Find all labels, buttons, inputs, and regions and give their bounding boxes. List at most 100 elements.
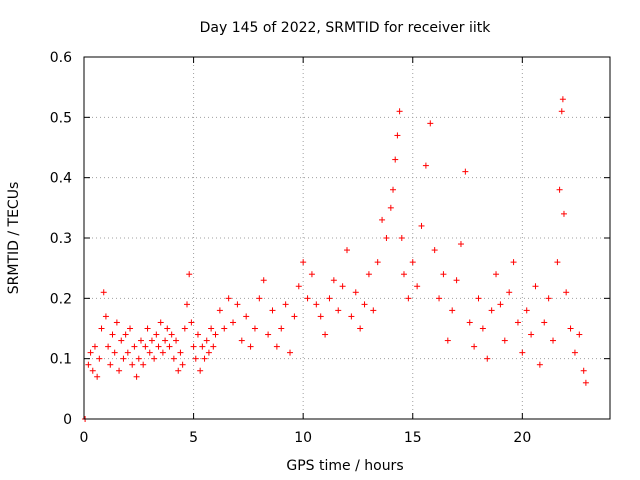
data-point-marker — [396, 108, 403, 115]
data-point-marker — [175, 367, 182, 374]
data-point-marker — [100, 289, 107, 296]
data-point-marker — [234, 301, 241, 308]
data-point-marker — [295, 283, 302, 290]
data-point-marker — [444, 337, 451, 344]
data-point-marker — [497, 301, 504, 308]
data-point-marker — [510, 259, 517, 266]
data-point-marker — [576, 331, 583, 338]
data-point-marker — [563, 289, 570, 296]
y-tick-label: 0.4 — [50, 171, 72, 187]
data-point-marker — [140, 361, 147, 368]
x-tick-label: 15 — [404, 430, 422, 446]
data-point-marker — [164, 325, 171, 332]
data-point-marker — [514, 319, 521, 326]
data-point-marker — [291, 313, 298, 320]
data-point-marker — [168, 331, 175, 338]
data-point-marker — [221, 325, 228, 332]
data-point-marker — [256, 295, 263, 302]
data-point-marker — [157, 319, 164, 326]
data-point-marker — [199, 343, 206, 350]
data-point-marker — [405, 295, 412, 302]
x-tick-label: 5 — [189, 430, 198, 446]
data-point-marker — [409, 259, 416, 266]
chart-title: Day 145 of 2022, SRMTID for receiver iit… — [200, 20, 492, 36]
data-point-marker — [116, 367, 123, 374]
data-point-marker — [133, 373, 140, 380]
data-point-marker — [148, 337, 155, 344]
data-point-marker — [390, 186, 397, 193]
data-point-marker — [431, 247, 438, 254]
x-tick-label: 20 — [513, 430, 531, 446]
data-point-marker — [190, 343, 197, 350]
data-point-marker — [457, 241, 464, 248]
data-point-marker — [462, 168, 469, 175]
data-point-marker — [260, 277, 267, 284]
data-point-marker — [102, 313, 109, 320]
data-point-marker — [344, 247, 350, 254]
data-point-marker — [528, 331, 535, 338]
data-point-marker — [536, 361, 543, 368]
data-point-marker — [392, 156, 399, 163]
data-point-marker — [471, 343, 478, 350]
data-point-marker — [506, 289, 513, 296]
data-point-marker — [208, 325, 215, 332]
data-point-marker — [361, 301, 368, 308]
data-point-marker — [582, 379, 589, 386]
data-points — [82, 96, 589, 422]
data-point-marker — [135, 355, 142, 362]
data-point-marker — [177, 349, 184, 356]
data-point-marker — [545, 295, 552, 302]
data-point-marker — [194, 331, 201, 338]
data-point-marker — [436, 295, 443, 302]
data-point-marker — [335, 307, 342, 314]
data-point-marker — [265, 331, 272, 338]
data-point-marker — [197, 367, 204, 374]
data-point-marker — [179, 361, 186, 368]
data-point-marker — [400, 271, 407, 278]
data-point-marker — [567, 325, 574, 332]
data-point-marker — [278, 325, 285, 332]
data-point-marker — [87, 349, 94, 356]
data-point-marker — [137, 337, 144, 344]
data-point-marker — [317, 313, 324, 320]
data-point-marker — [192, 355, 199, 362]
data-point-marker — [484, 355, 491, 362]
axis-ticks: 0 5 10 15 20 0 0.1 0.2 0.3 0.4 0.5 0.6 — [50, 50, 610, 446]
data-point-marker — [216, 307, 223, 314]
data-point-marker — [205, 349, 212, 356]
data-point-marker — [398, 235, 405, 241]
y-tick-label: 0.6 — [50, 50, 72, 66]
data-point-marker — [162, 337, 169, 344]
data-point-marker — [427, 120, 434, 127]
data-point-marker — [273, 343, 280, 350]
data-point-marker — [94, 373, 101, 380]
y-tick-label: 0.2 — [50, 291, 72, 307]
data-point-marker — [418, 222, 425, 229]
x-tick-label: 10 — [294, 430, 312, 446]
data-point-marker — [230, 319, 237, 326]
data-point-marker — [383, 235, 390, 241]
data-point-marker — [153, 331, 160, 338]
data-point-marker — [440, 271, 447, 278]
data-point-marker — [365, 271, 372, 278]
data-point-marker — [449, 307, 456, 314]
data-point-marker — [127, 325, 134, 332]
y-tick-label: 0.5 — [50, 110, 72, 126]
data-point-marker — [225, 295, 232, 302]
grid-lines — [84, 57, 610, 419]
data-point-marker — [129, 361, 136, 368]
data-point-marker — [580, 367, 587, 374]
data-point-marker — [131, 343, 138, 350]
data-point-marker — [181, 325, 188, 332]
y-axis-label: SRMTID / TECUs — [6, 182, 22, 295]
data-point-marker — [304, 295, 311, 302]
data-point-marker — [422, 162, 429, 169]
data-point-marker — [519, 349, 526, 356]
data-point-marker — [493, 271, 500, 278]
data-point-marker — [247, 343, 254, 350]
data-point-marker — [124, 349, 131, 356]
data-point-marker — [91, 343, 98, 350]
data-point-marker — [357, 325, 364, 332]
data-point-marker — [96, 355, 103, 362]
